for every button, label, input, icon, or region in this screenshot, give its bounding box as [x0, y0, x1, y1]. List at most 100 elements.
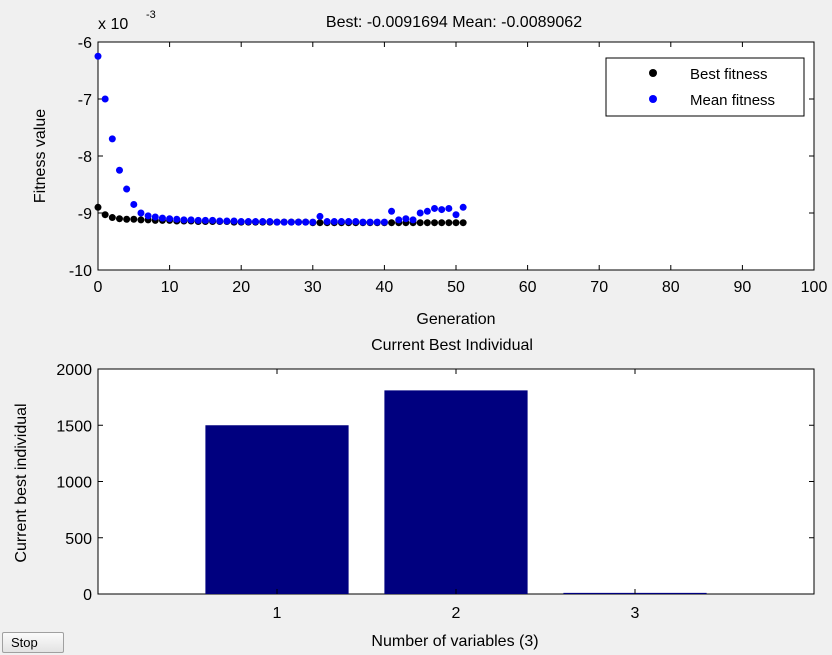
mean-fitness-point — [94, 52, 102, 60]
mean-fitness-point — [180, 216, 188, 224]
mean-fitness-point — [330, 218, 338, 226]
best-individual-title: Current Best Individual — [371, 337, 533, 354]
x-tick-label: 3 — [631, 605, 640, 622]
mean-fitness-point — [373, 218, 381, 226]
mean-fitness-point — [101, 95, 109, 103]
mean-fitness-point — [137, 209, 145, 217]
mean-fitness-point — [280, 218, 288, 226]
y-tick-label: -7 — [78, 92, 92, 109]
best-fitness-point — [416, 219, 424, 227]
legend-label-best: Best fitness — [690, 66, 768, 83]
mean-fitness-point — [345, 218, 353, 226]
x-tick-label: 60 — [519, 279, 537, 296]
mean-fitness-point — [423, 207, 431, 215]
best-fitness-point — [130, 215, 138, 223]
mean-fitness-point — [388, 207, 396, 215]
best-fitness-point — [94, 203, 102, 211]
mean-fitness-point — [123, 185, 131, 193]
y-tick-label: -9 — [78, 206, 92, 223]
best-fitness-point — [452, 219, 460, 227]
best-fitness-point — [459, 219, 467, 227]
bar — [205, 425, 349, 594]
best-fitness-point — [137, 216, 145, 224]
fitness-points — [94, 52, 467, 227]
x-tick-label: 90 — [734, 279, 752, 296]
best-fitness-point — [388, 219, 396, 227]
mean-fitness-point — [409, 216, 417, 224]
mean-fitness-point — [244, 218, 252, 226]
y-scale-exponent: -3 — [146, 9, 156, 21]
y-tick-label: 0 — [83, 587, 92, 604]
x-tick-label: 1 — [273, 605, 282, 622]
x-tick-label: 70 — [590, 279, 608, 296]
fitness-x-ticks: 0 10 20 30 40 50 60 70 80 90 100 — [94, 42, 828, 296]
fitness-xlabel: Generation — [416, 311, 495, 328]
mean-fitness-point — [266, 218, 274, 226]
bar-y-ticks: 0 500 1000 1500 2000 — [56, 362, 814, 604]
mean-fitness-point — [459, 203, 467, 211]
x-tick-label: 2 — [452, 605, 461, 622]
mean-fitness-point — [366, 218, 374, 226]
mean-fitness-point — [252, 218, 260, 226]
y-tick-label: 1500 — [56, 418, 92, 435]
mean-fitness-point — [166, 215, 174, 223]
x-tick-label: 20 — [232, 279, 250, 296]
mean-fitness-point — [194, 216, 202, 224]
x-tick-label: 100 — [801, 279, 828, 296]
best-fitness-point — [423, 219, 431, 227]
mean-fitness-point — [294, 218, 302, 226]
best-individual-chart: Current Best Individual 0 500 1000 1500 2000… — [13, 337, 815, 650]
mean-fitness-point — [395, 216, 403, 224]
mean-fitness-point — [130, 200, 138, 208]
x-tick-label: 40 — [376, 279, 394, 296]
best-fitness-point — [438, 219, 446, 227]
mean-fitness-point — [359, 218, 367, 226]
best-fitness-point — [431, 219, 439, 227]
mean-fitness-point — [416, 209, 424, 217]
mean-fitness-point — [237, 218, 245, 226]
legend-marker-mean — [649, 95, 657, 103]
y-scale-note: x 10 — [98, 16, 128, 33]
legend-marker-best — [649, 69, 657, 77]
bar — [384, 390, 528, 594]
mean-fitness-point — [230, 217, 238, 225]
mean-fitness-point — [187, 216, 195, 224]
bar-x-ticks: 1 2 3 — [273, 369, 640, 622]
mean-fitness-point — [402, 215, 410, 223]
mean-fitness-point — [115, 166, 123, 174]
mean-fitness-point — [445, 204, 453, 212]
mean-fitness-point — [223, 217, 231, 225]
mean-fitness-point — [316, 212, 324, 220]
mean-fitness-point — [216, 217, 224, 225]
best-fitness-point — [123, 215, 131, 223]
best-fitness-point — [101, 211, 109, 219]
y-tick-label: -6 — [78, 35, 92, 52]
mean-fitness-point — [259, 218, 267, 226]
mean-fitness-point — [201, 216, 209, 224]
fitness-y-ticks: -6 -7 -8 -9 -10 — [69, 35, 814, 280]
y-tick-label: 1000 — [56, 475, 92, 492]
mean-fitness-point — [452, 211, 460, 219]
best-fitness-point — [115, 215, 123, 223]
x-tick-label: 10 — [161, 279, 179, 296]
stop-button[interactable]: Stop — [2, 632, 64, 653]
mean-fitness-point — [209, 216, 217, 224]
mean-fitness-point — [431, 204, 439, 212]
bar-xlabel: Number of variables (3) — [371, 633, 538, 650]
y-tick-label: 2000 — [56, 362, 92, 379]
fitness-ylabel: Fitness value — [32, 109, 49, 203]
x-tick-label: 50 — [447, 279, 465, 296]
mean-fitness-point — [108, 135, 116, 143]
mean-fitness-point — [302, 218, 310, 226]
mean-fitness-point — [309, 218, 317, 226]
mean-fitness-point — [158, 214, 166, 222]
best-fitness-point — [316, 219, 324, 227]
mean-fitness-point — [173, 215, 181, 223]
y-tick-label: -10 — [69, 263, 92, 280]
best-fitness-point — [108, 214, 116, 222]
legend-label-mean: Mean fitness — [690, 92, 775, 109]
bars — [205, 390, 707, 594]
mean-fitness-point — [352, 218, 360, 226]
bar-ylabel: Current best individual — [13, 403, 30, 562]
